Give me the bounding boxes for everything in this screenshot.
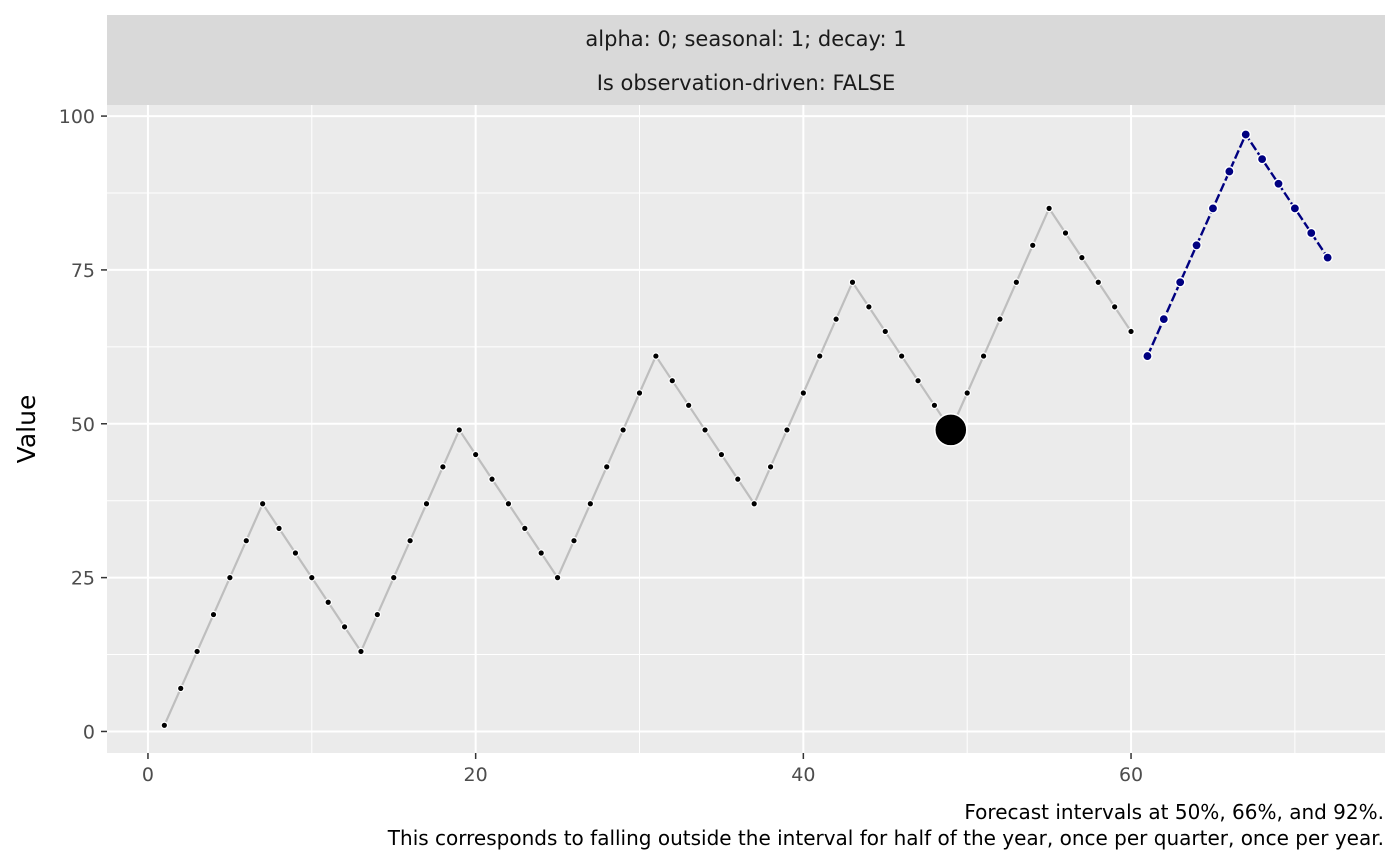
history-point bbox=[160, 721, 169, 730]
history-point bbox=[717, 450, 726, 459]
y-tick-label: 50 bbox=[71, 414, 95, 436]
forecast-point bbox=[1191, 240, 1202, 251]
caption-line1: Forecast intervals at 50%, 66%, and 92%. bbox=[964, 800, 1384, 824]
history-series-line bbox=[163, 207, 1132, 726]
forecast-point bbox=[1256, 153, 1268, 165]
y-tick-label: 75 bbox=[71, 260, 95, 282]
history-point bbox=[471, 450, 480, 459]
forecast-point bbox=[1224, 166, 1235, 177]
facet-strip-line2: Is observation-driven: FALSE bbox=[597, 71, 896, 95]
y-axis-title: Value bbox=[12, 395, 41, 464]
history-point bbox=[832, 315, 840, 323]
history-point bbox=[701, 426, 709, 434]
forecast-point bbox=[1158, 313, 1170, 325]
forecast-point bbox=[1207, 203, 1219, 214]
history-point bbox=[193, 647, 201, 656]
forecast-point bbox=[1289, 203, 1301, 214]
history-point bbox=[635, 389, 644, 397]
facet-strip bbox=[107, 15, 1385, 105]
history-point bbox=[1078, 253, 1086, 262]
history-point bbox=[373, 610, 382, 619]
history-point bbox=[1045, 204, 1053, 213]
history-point bbox=[226, 573, 234, 582]
x-tick-label: 40 bbox=[791, 764, 815, 786]
y-tick-label: 0 bbox=[83, 721, 95, 743]
forecast-point bbox=[1142, 350, 1153, 362]
history-point bbox=[553, 573, 562, 582]
history-point bbox=[766, 463, 775, 471]
y-tick-label: 100 bbox=[59, 106, 95, 128]
series-layer bbox=[160, 129, 1333, 730]
forecast-point bbox=[1305, 227, 1317, 239]
highlight-point bbox=[934, 413, 968, 447]
history-point bbox=[1061, 229, 1070, 237]
plot-panel bbox=[107, 105, 1385, 753]
forecast-point bbox=[1322, 252, 1333, 263]
history-point bbox=[258, 499, 267, 508]
history-point bbox=[734, 475, 742, 483]
history-point bbox=[308, 573, 316, 582]
history-point bbox=[488, 475, 496, 483]
history-point bbox=[357, 647, 365, 656]
history-point bbox=[291, 549, 300, 557]
history-point bbox=[1012, 278, 1021, 287]
history-point bbox=[865, 303, 873, 311]
history-point bbox=[979, 352, 988, 360]
history-point bbox=[1094, 278, 1103, 287]
forecast-point bbox=[1273, 178, 1284, 190]
forecast-point bbox=[1174, 276, 1186, 288]
history-point bbox=[537, 549, 545, 557]
history-point bbox=[209, 610, 218, 619]
history-point bbox=[586, 499, 595, 508]
history-point bbox=[750, 499, 758, 508]
y-tick-label: 25 bbox=[71, 568, 95, 590]
history-point bbox=[930, 401, 939, 410]
history-point bbox=[996, 315, 1004, 323]
grid-major-lines bbox=[107, 105, 1385, 753]
history-point bbox=[422, 499, 431, 508]
history-point bbox=[684, 401, 693, 410]
forecast-point bbox=[1240, 129, 1252, 140]
x-tick-label: 20 bbox=[464, 764, 488, 786]
history-point bbox=[242, 536, 251, 545]
history-point bbox=[602, 463, 611, 471]
history-point bbox=[176, 684, 185, 693]
history-point bbox=[799, 389, 808, 397]
history-point bbox=[881, 327, 890, 336]
caption-line2: This corresponds to falling outside the … bbox=[387, 826, 1384, 850]
history-point bbox=[340, 623, 349, 631]
history-point bbox=[521, 524, 529, 533]
history-point bbox=[963, 389, 971, 397]
history-point bbox=[1127, 327, 1135, 336]
history-point bbox=[406, 536, 414, 545]
x-tick-label: 0 bbox=[142, 764, 154, 786]
history-point bbox=[455, 426, 464, 434]
history-point bbox=[439, 463, 447, 471]
history-point bbox=[389, 573, 398, 582]
history-point bbox=[668, 376, 677, 385]
history-point bbox=[652, 352, 660, 360]
history-point bbox=[275, 524, 283, 533]
history-point bbox=[1110, 303, 1119, 311]
history-point bbox=[815, 352, 824, 360]
history-point bbox=[848, 278, 857, 287]
facet-strip-line1: alpha: 0; seasonal: 1; decay: 1 bbox=[585, 27, 906, 51]
history-point bbox=[783, 426, 791, 434]
history-point bbox=[570, 536, 578, 545]
history-point bbox=[897, 352, 906, 360]
history-point bbox=[619, 426, 627, 434]
x-tick-label: 60 bbox=[1119, 764, 1143, 786]
history-point bbox=[504, 499, 513, 508]
history-point bbox=[914, 376, 922, 385]
x-axis: 0 20 40 60 bbox=[142, 753, 1143, 786]
y-axis: 0 25 50 75 100 bbox=[59, 106, 107, 743]
history-point bbox=[324, 598, 332, 607]
history-point bbox=[1028, 241, 1037, 250]
